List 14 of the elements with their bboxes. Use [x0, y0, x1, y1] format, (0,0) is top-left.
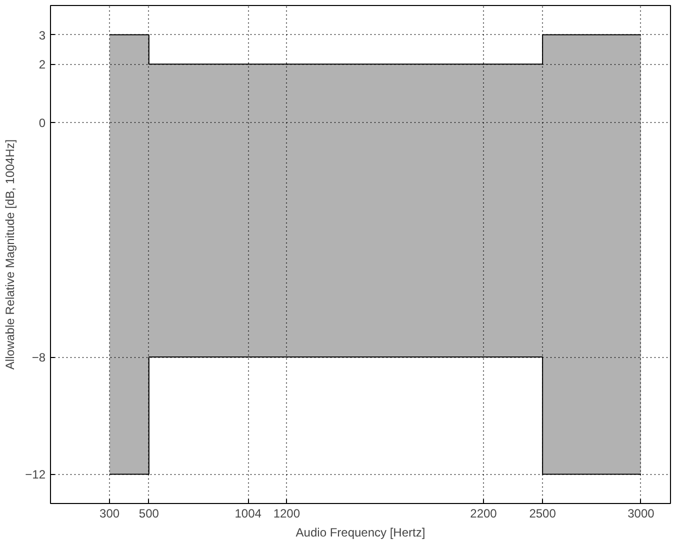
- x-tick-label: 2200: [470, 506, 498, 520]
- x-tick-label: 300: [100, 506, 120, 520]
- y-tick-label: 3: [38, 28, 46, 42]
- x-tick-label: 500: [138, 506, 160, 520]
- x-tick-label: 1004: [234, 506, 262, 520]
- y-tick-label: 0: [38, 116, 46, 130]
- x-tick-label: 2500: [529, 506, 556, 520]
- x-axis-title: Audio Frequency [Hertz]: [296, 526, 426, 540]
- y-tick-label: 2: [38, 58, 46, 72]
- y-axis-title: Allowable Relative Magnitude [dB, 1004Hz]: [3, 139, 18, 370]
- x-tick-label: 3000: [628, 506, 655, 520]
- y-tick-label: −8: [32, 350, 46, 365]
- y-tick-label: −12: [25, 468, 46, 482]
- x-tick-label: 1200: [273, 506, 300, 520]
